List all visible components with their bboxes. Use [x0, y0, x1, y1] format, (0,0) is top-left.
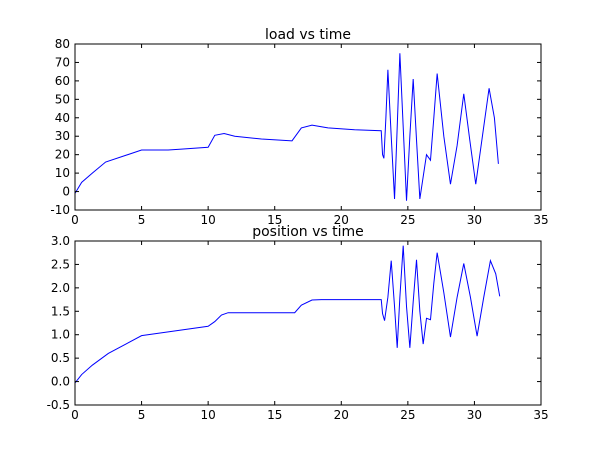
y-tick-label: 1.0	[51, 328, 70, 342]
y-tick-label: 2.5	[51, 257, 70, 271]
y-tick-label: -10	[50, 203, 70, 217]
axes-frame	[74, 240, 542, 406]
x-tick-label: 35	[533, 408, 548, 422]
axes-background	[75, 241, 541, 405]
y-tick-label: 40	[55, 111, 70, 125]
x-tick-label: 0	[71, 213, 79, 227]
data-line	[74, 53, 499, 201]
y-tick-label: 60	[55, 74, 70, 88]
x-tick-label: 25	[400, 408, 415, 422]
y-tick-label: 70	[55, 55, 70, 69]
y-tick-label: 10	[55, 166, 70, 180]
x-tick-label: 5	[138, 408, 146, 422]
axes-background	[75, 44, 541, 210]
y-tick-label: 50	[55, 92, 70, 106]
y-tick-label: 3.0	[51, 234, 70, 248]
x-tick-label: 5	[138, 213, 146, 227]
y-tick-label: 0.0	[51, 375, 70, 389]
y-tick-label: 30	[55, 129, 70, 143]
x-tick-label: 10	[201, 408, 216, 422]
y-tick-label: 80	[55, 37, 70, 51]
x-tick-label: 35	[533, 213, 548, 227]
chart-title: load vs time	[265, 27, 351, 43]
x-tick-label: 10	[201, 213, 216, 227]
x-tick-label: 30	[467, 408, 482, 422]
y-tick-label: -0.5	[47, 398, 70, 412]
x-tick-label: 25	[400, 213, 415, 227]
x-tick-label: 15	[267, 213, 282, 227]
x-tick-label: 30	[467, 213, 482, 227]
x-tick-label: 20	[334, 213, 349, 227]
x-tick-label: 15	[267, 408, 282, 422]
y-tick-label: 0	[62, 185, 70, 199]
data-line	[74, 245, 501, 384]
axes-frame	[74, 43, 542, 211]
y-tick-label: 1.5	[51, 304, 70, 318]
chart-title: position vs time	[252, 224, 364, 240]
y-tick-label: 2.0	[51, 281, 70, 295]
y-tick-label: 20	[55, 148, 70, 162]
y-tick-label: 0.5	[51, 351, 70, 365]
x-tick-label: 0	[71, 408, 79, 422]
x-tick-label: 20	[334, 408, 349, 422]
